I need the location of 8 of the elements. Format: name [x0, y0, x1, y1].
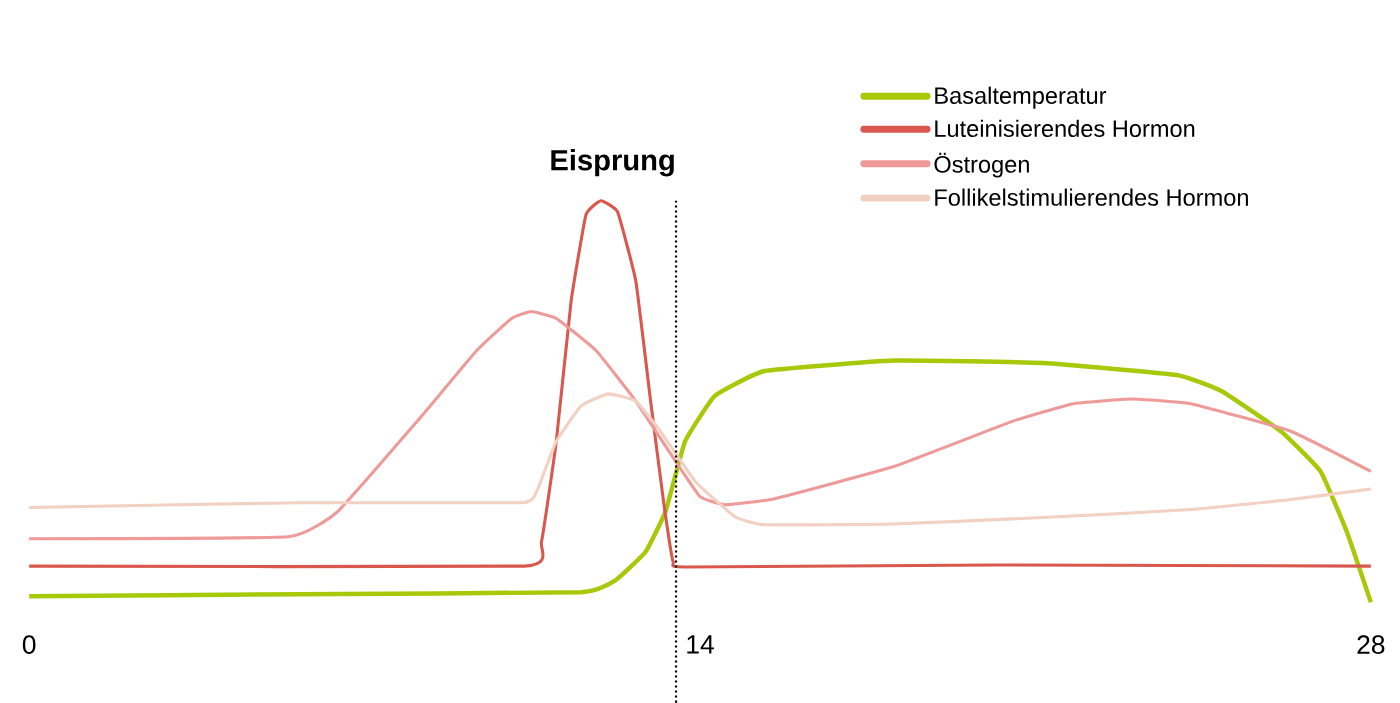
x-tick-label: 0 — [22, 635, 36, 655]
ref-line-label: Eisprung — [551, 149, 674, 177]
x-tick-label: 14 — [687, 635, 714, 654]
legend-label: Östrogen — [934, 152, 1029, 178]
legend-label: Basaltemperatur — [935, 86, 1107, 109]
legend-label: Follikelstimulierendes Hormon — [935, 188, 1248, 207]
x-tick-label: 28 — [1357, 635, 1385, 655]
legend-label: Luteinisierendes Hormon — [935, 119, 1195, 138]
